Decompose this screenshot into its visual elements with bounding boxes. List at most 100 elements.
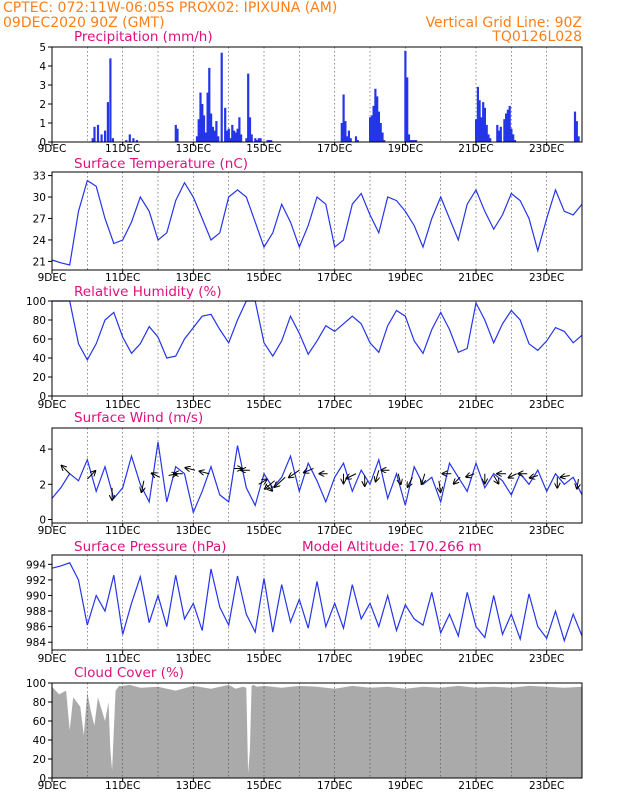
precip-bar — [240, 134, 243, 142]
pres-xtick-label: 9DEC — [38, 653, 67, 665]
precip-bar — [356, 140, 359, 142]
cloud-xtick-label: 23DEC — [529, 780, 564, 792]
precip-ytick-label: 1 — [39, 118, 46, 130]
precip-bar — [496, 124, 499, 142]
cloud-ytick-label: 80 — [33, 697, 46, 709]
precip-bar — [485, 124, 488, 142]
precip-xtick-label: 23DEC — [529, 143, 564, 155]
precip-bar — [234, 132, 237, 142]
rh-line — [52, 300, 583, 362]
precip-bar — [268, 140, 271, 142]
precip-bar — [489, 138, 492, 142]
wind-xtick-label: 23DEC — [529, 525, 564, 537]
wind-wind-arrow — [509, 474, 517, 478]
precip-ytick-label: 5 — [39, 42, 46, 54]
precip-bar — [505, 113, 508, 142]
cloud-xtick-label: 15DEC — [246, 780, 281, 792]
precip-bar — [233, 130, 236, 142]
wind-line — [51, 442, 583, 515]
precip-bar — [206, 92, 209, 142]
temp-ytick-label: 33 — [33, 171, 46, 183]
precip-bar — [411, 140, 414, 142]
temp-line — [51, 179, 583, 266]
precip-bar — [347, 130, 350, 142]
precip-bar — [476, 86, 479, 142]
precip-xtick-label: 15DEC — [246, 143, 281, 155]
precip-bar — [174, 124, 177, 142]
temp-xtick-label: 19DEC — [388, 272, 423, 284]
precip-bar — [236, 128, 239, 142]
pres-line — [51, 562, 583, 643]
pres-ytick-label: 994 — [26, 559, 46, 571]
temp-ytick-label: 30 — [33, 192, 46, 204]
pres-xtick-label: 15DEC — [246, 653, 281, 665]
precip-xtick-label: 17DEC — [317, 143, 352, 155]
wind-xtick-label: 9DEC — [38, 525, 67, 537]
precip-bar — [340, 123, 343, 142]
precip-bar — [379, 123, 382, 142]
precip-ytick-label: 4 — [39, 61, 46, 73]
temp-frame — [51, 171, 583, 271]
precip-bar — [176, 128, 179, 142]
precip-bar — [197, 119, 200, 142]
precip-bar — [106, 102, 109, 142]
precip-bar — [344, 121, 347, 142]
header-model-id: TQ0126L028 — [492, 29, 582, 45]
wind-wind-arrow — [304, 468, 314, 472]
precip-bar — [374, 88, 377, 142]
wind-xtick-label: 15DEC — [246, 525, 281, 537]
wind-wind-arrow — [86, 471, 95, 480]
precip-bar — [254, 138, 257, 142]
precip-bar — [508, 105, 511, 142]
precip-bar — [266, 140, 269, 142]
rh-xtick-label: 21DEC — [458, 399, 493, 411]
cloud-xtick-label: 19DEC — [388, 780, 423, 792]
rh-xtick-label: 11DEC — [105, 399, 140, 411]
cloud-frame — [51, 682, 583, 779]
wind-wind-arrow — [530, 476, 538, 478]
precip-bar — [406, 77, 409, 142]
header-date: 09DEC2020 90Z (GMT) — [3, 15, 165, 31]
precip-bar — [575, 121, 578, 142]
precip-bar — [248, 117, 252, 142]
precip-bar — [135, 140, 138, 142]
cloud-xtick-label: 9DEC — [38, 780, 67, 792]
precip-ytick-label: 2 — [39, 99, 46, 111]
cloud-xtick-label: 11DEC — [105, 780, 140, 792]
pres-ytick-label: 986 — [26, 622, 46, 634]
temp-xtick-label: 11DEC — [105, 272, 140, 284]
wind-wind-arrow — [346, 473, 357, 479]
temp-xtick-label: 23DEC — [529, 272, 564, 284]
precip-bar — [381, 132, 384, 142]
precip-xtick-label: 19DEC — [388, 143, 423, 155]
precip-bar — [91, 138, 94, 142]
precip-bar — [217, 136, 220, 142]
pres-xtick-label: 19DEC — [388, 653, 423, 665]
wind-frame — [51, 427, 583, 524]
pres-xtick-label: 17DEC — [317, 653, 352, 665]
rh-ytick-label: 60 — [33, 334, 46, 346]
precip-bar — [93, 126, 96, 142]
rh-title: Relative Humidity (%) — [74, 284, 222, 300]
wind-wind-arrow — [439, 480, 441, 492]
precip-bar — [370, 115, 373, 142]
pres-ytick-label: 988 — [26, 606, 46, 618]
precip-bar — [104, 130, 107, 142]
precip-bar — [369, 117, 372, 142]
wind-wind-arrow — [186, 468, 196, 470]
cloud-xtick-label: 17DEC — [317, 780, 352, 792]
precip-bar — [270, 140, 273, 142]
precip-bar — [510, 128, 513, 142]
precip-bar — [480, 117, 483, 142]
precip-bar — [513, 140, 517, 142]
precip-xtick-label: 13DEC — [176, 143, 211, 155]
wind-wind-arrow — [289, 469, 300, 477]
precip-bar — [259, 138, 262, 142]
precip-bar — [231, 124, 234, 142]
wind-ytick-label: 4 — [39, 444, 46, 456]
wind-wind-arrow — [493, 475, 499, 484]
precip-bar — [372, 105, 375, 142]
wind-wind-arrow — [454, 476, 461, 483]
temp-xtick-label: 13DEC — [176, 272, 211, 284]
